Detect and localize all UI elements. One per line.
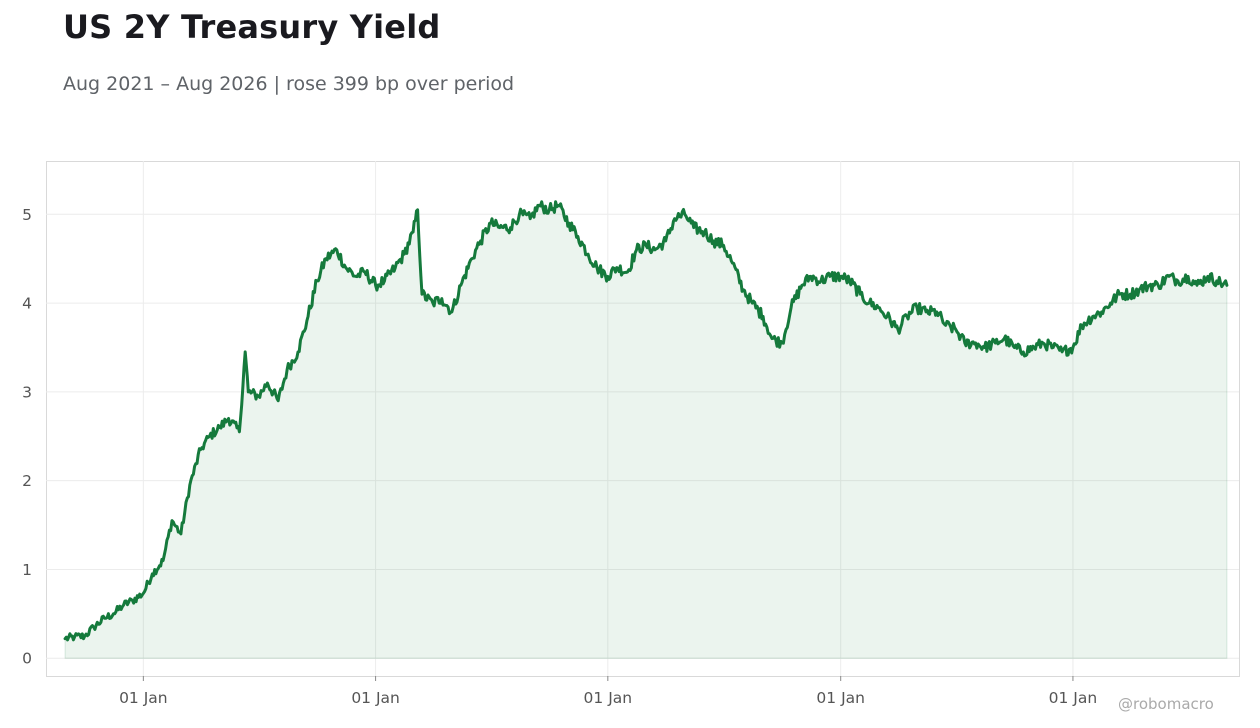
y-tick-label: 2	[22, 472, 32, 490]
y-tick-label: 5	[22, 206, 32, 224]
x-tick-label: 01 Jan	[816, 689, 865, 707]
credit-watermark: @robomacro	[1118, 695, 1214, 713]
y-tick-label: 1	[22, 561, 32, 579]
y-tick-label: 3	[22, 383, 32, 401]
x-tick-label: 01 Jan	[351, 689, 400, 707]
x-tick-label: 01 Jan	[584, 689, 633, 707]
chart-title: US 2Y Treasury Yield	[63, 8, 441, 46]
y-tick-label: 4	[22, 295, 32, 313]
x-axis-ticks: 01 Jan 01 Jan 01 Jan 01 Jan 01 Jan	[119, 676, 1097, 707]
x-tick-label: 01 Jan	[119, 689, 168, 707]
chart-subtitle: Aug 2021 – Aug 2026 | rose 399 bp over p…	[63, 73, 515, 95]
y-axis-ticks: 0 1 2 3 4 5	[22, 206, 32, 668]
gridlines	[46, 161, 1239, 676]
yield-line	[63, 200, 1229, 642]
x-tick-label: 01 Jan	[1049, 689, 1098, 707]
y-tick-label: 0	[22, 650, 32, 668]
